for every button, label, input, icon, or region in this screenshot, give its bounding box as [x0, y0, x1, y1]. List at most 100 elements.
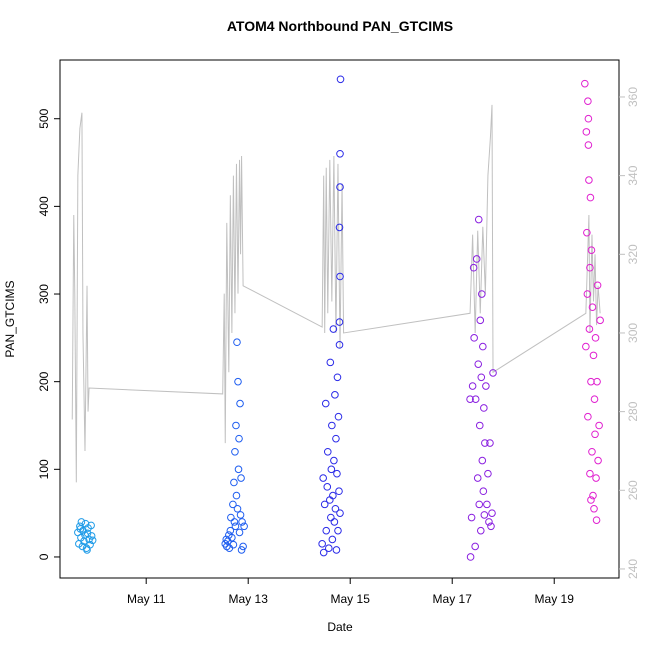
point — [336, 509, 344, 517]
point — [231, 447, 239, 456]
x-tick-label: May 17 — [433, 592, 473, 606]
point — [478, 456, 487, 465]
point — [468, 382, 477, 390]
point — [471, 395, 480, 403]
point — [486, 439, 494, 447]
point — [233, 504, 242, 513]
point — [334, 526, 342, 535]
point — [474, 215, 483, 224]
point — [466, 553, 475, 561]
point — [466, 395, 474, 403]
point — [335, 223, 344, 232]
point — [228, 533, 236, 542]
point — [586, 193, 595, 202]
y-tick-label: 500 — [37, 108, 51, 128]
y2-tick-label: 320 — [626, 244, 640, 264]
point — [240, 522, 248, 531]
point — [328, 421, 336, 430]
point — [590, 504, 598, 513]
point — [585, 176, 593, 184]
point — [585, 325, 594, 333]
point — [592, 474, 600, 482]
point — [232, 421, 240, 430]
point — [593, 281, 602, 290]
y-tick-label: 200 — [37, 371, 51, 391]
point — [320, 500, 329, 509]
point — [232, 491, 241, 500]
point — [588, 447, 596, 456]
point — [589, 351, 598, 360]
point — [482, 382, 490, 390]
point — [234, 377, 242, 386]
point — [319, 548, 328, 557]
point — [584, 97, 592, 105]
point — [83, 546, 91, 554]
y2-tick-label: 280 — [626, 401, 640, 421]
point — [475, 500, 484, 509]
point — [583, 228, 591, 237]
point — [318, 540, 326, 548]
point — [233, 338, 241, 347]
point — [235, 434, 243, 443]
point — [330, 456, 338, 465]
point — [593, 377, 601, 386]
x-tick-label: May 11 — [127, 592, 166, 606]
point — [476, 316, 485, 325]
point — [88, 536, 97, 545]
point — [335, 487, 343, 496]
point — [334, 412, 343, 421]
point — [480, 511, 489, 519]
y-tick-label: 400 — [37, 196, 51, 216]
point — [319, 474, 327, 482]
point — [470, 334, 478, 342]
point — [586, 469, 594, 478]
point — [595, 421, 603, 430]
point — [235, 528, 244, 537]
point — [333, 469, 341, 478]
y2-tick-label: 260 — [626, 480, 640, 500]
x-axis-title: Date — [327, 620, 353, 634]
point — [591, 430, 599, 439]
point — [590, 395, 599, 403]
point — [485, 518, 493, 526]
point — [76, 525, 85, 533]
point — [592, 516, 601, 524]
point — [584, 114, 593, 123]
point — [238, 518, 246, 526]
point — [589, 491, 597, 500]
series-line — [71, 104, 601, 483]
point — [479, 487, 488, 496]
point — [322, 526, 331, 535]
point — [335, 341, 344, 349]
point — [329, 325, 338, 333]
point — [331, 504, 340, 513]
point — [321, 399, 330, 408]
point — [471, 542, 479, 551]
point — [237, 474, 245, 482]
point — [469, 263, 478, 272]
point — [237, 546, 246, 554]
point — [587, 496, 595, 504]
point — [331, 391, 339, 399]
point — [336, 183, 344, 191]
y-axis-title: PAN_GTCIMS — [3, 280, 17, 357]
point — [229, 500, 237, 509]
point — [226, 526, 235, 535]
point — [596, 316, 604, 325]
x-tick-label: May 19 — [535, 592, 575, 606]
point — [335, 318, 344, 326]
point — [87, 521, 95, 530]
x-tick-label: May 15 — [331, 592, 371, 606]
y2-tick-label: 240 — [626, 559, 640, 579]
point — [473, 474, 482, 482]
point — [479, 342, 487, 351]
y-tick-label: 0 — [37, 553, 51, 560]
plot-frame — [59, 59, 620, 579]
chart-title: ATOM4 Northbound PAN_GTCIMS — [227, 18, 453, 34]
point — [87, 532, 96, 540]
point — [332, 546, 341, 554]
point — [584, 412, 592, 421]
y-tick-label: 100 — [37, 459, 51, 479]
